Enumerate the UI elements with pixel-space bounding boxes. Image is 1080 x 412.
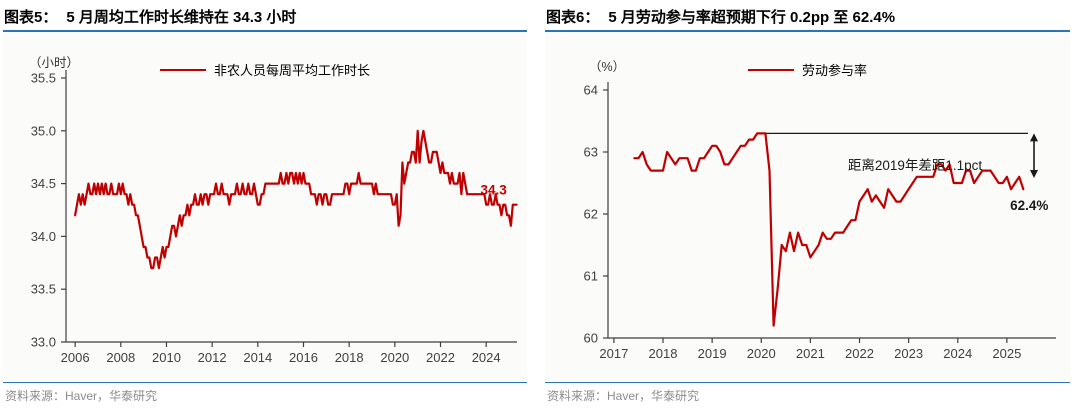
svg-text:2016: 2016 bbox=[289, 350, 318, 365]
svg-text:34.0: 34.0 bbox=[31, 229, 56, 244]
svg-text:2023: 2023 bbox=[894, 346, 923, 361]
svg-text:2017: 2017 bbox=[599, 346, 628, 361]
svg-text:35.5: 35.5 bbox=[31, 71, 56, 86]
figure-5-legend-label: 非农人员每周平均工作时长 bbox=[213, 63, 370, 78]
svg-text:2010: 2010 bbox=[152, 350, 181, 365]
figure-6-legend-label: 劳动参与率 bbox=[801, 63, 867, 78]
svg-text:2022: 2022 bbox=[426, 350, 455, 365]
svg-text:2018: 2018 bbox=[335, 350, 364, 365]
svg-text:2006: 2006 bbox=[61, 350, 90, 365]
svg-text:35.0: 35.0 bbox=[31, 123, 56, 138]
svg-text:34.3: 34.3 bbox=[480, 183, 507, 198]
svg-text:64: 64 bbox=[584, 83, 598, 98]
svg-text:2012: 2012 bbox=[198, 350, 227, 365]
red-line-legend-swatch bbox=[747, 68, 794, 71]
figure-5-title: 图表5： 5 月周均工作时长维持在 34.3 小时 bbox=[3, 0, 527, 32]
weekly-hours-line-chart: 33.0 33.5 34.0 34.5 35.0 35.5 2006 2008 2010 2012… bbox=[31, 70, 518, 365]
figure-6-title: 图表6： 5 月劳动参与率超预期下行 0.2pp 至 62.4% bbox=[545, 0, 1070, 32]
red-line-legend-swatch bbox=[159, 68, 206, 71]
svg-text:62.4%: 62.4% bbox=[1010, 198, 1048, 213]
svg-text:2019: 2019 bbox=[698, 346, 727, 361]
figure-6-chart-panel: （%） 劳动参与率 60 61 62 63 64 2017 2018 2019 2020 2021… bbox=[545, 32, 1070, 381]
svg-text:60: 60 bbox=[584, 331, 598, 346]
svg-text:2020: 2020 bbox=[747, 346, 776, 361]
svg-text:63: 63 bbox=[584, 145, 598, 160]
figure-6-column: 图表6： 5 月劳动参与率超预期下行 0.2pp 至 62.4% （%） 劳动参与… bbox=[540, 0, 1080, 412]
svg-text:2020: 2020 bbox=[380, 350, 409, 365]
svg-text:2022: 2022 bbox=[845, 346, 874, 361]
svg-text:2014: 2014 bbox=[243, 350, 272, 365]
svg-text:距离2019年差距1.1pct: 距离2019年差距1.1pct bbox=[848, 157, 983, 173]
figure-5-title-text: 5 月周均工作时长维持在 34.3 小时 bbox=[66, 9, 297, 26]
figure-5-chart-panel: （小时） 非农人员每周平均工作时长 33.0 33.5 34.0 34.5 35.0 35… bbox=[3, 32, 527, 381]
figure-5-tag: 图表5： bbox=[4, 9, 58, 26]
figure-6-y-axis-unit-label: （%） bbox=[589, 60, 626, 74]
figure-6-source-note: 资料来源：Haver，华泰研究 bbox=[545, 382, 1070, 404]
figure-6-tag: 图表6： bbox=[546, 9, 600, 26]
svg-text:34.5: 34.5 bbox=[31, 176, 56, 191]
figure-5-column: 图表5： 5 月周均工作时长维持在 34.3 小时 （小时） 非农人员每周平均工作… bbox=[3, 0, 527, 404]
svg-text:2024: 2024 bbox=[943, 346, 972, 361]
figure-6-legend: 劳动参与率 bbox=[545, 60, 1070, 79]
svg-text:2024: 2024 bbox=[472, 350, 501, 365]
svg-text:2021: 2021 bbox=[796, 346, 825, 361]
svg-text:62: 62 bbox=[584, 207, 598, 222]
labor-participation-line-chart: 60 61 62 63 64 2017 2018 2019 2020 2021 2022 2023 20… bbox=[584, 82, 1056, 361]
svg-text:33.5: 33.5 bbox=[31, 282, 56, 297]
figure-6-title-text: 5 月劳动参与率超预期下行 0.2pp 至 62.4% bbox=[608, 9, 896, 26]
figure-5-y-axis-unit-label: （小时） bbox=[29, 56, 80, 70]
svg-text:2008: 2008 bbox=[106, 350, 135, 365]
svg-text:61: 61 bbox=[584, 269, 598, 284]
svg-text:2025: 2025 bbox=[992, 346, 1021, 361]
figure-5-legend: 非农人员每周平均工作时长 bbox=[3, 60, 527, 79]
svg-text:2018: 2018 bbox=[649, 346, 678, 361]
figure-5-source-note: 资料来源：Haver，华泰研究 bbox=[3, 382, 527, 404]
svg-text:33.0: 33.0 bbox=[31, 335, 56, 350]
